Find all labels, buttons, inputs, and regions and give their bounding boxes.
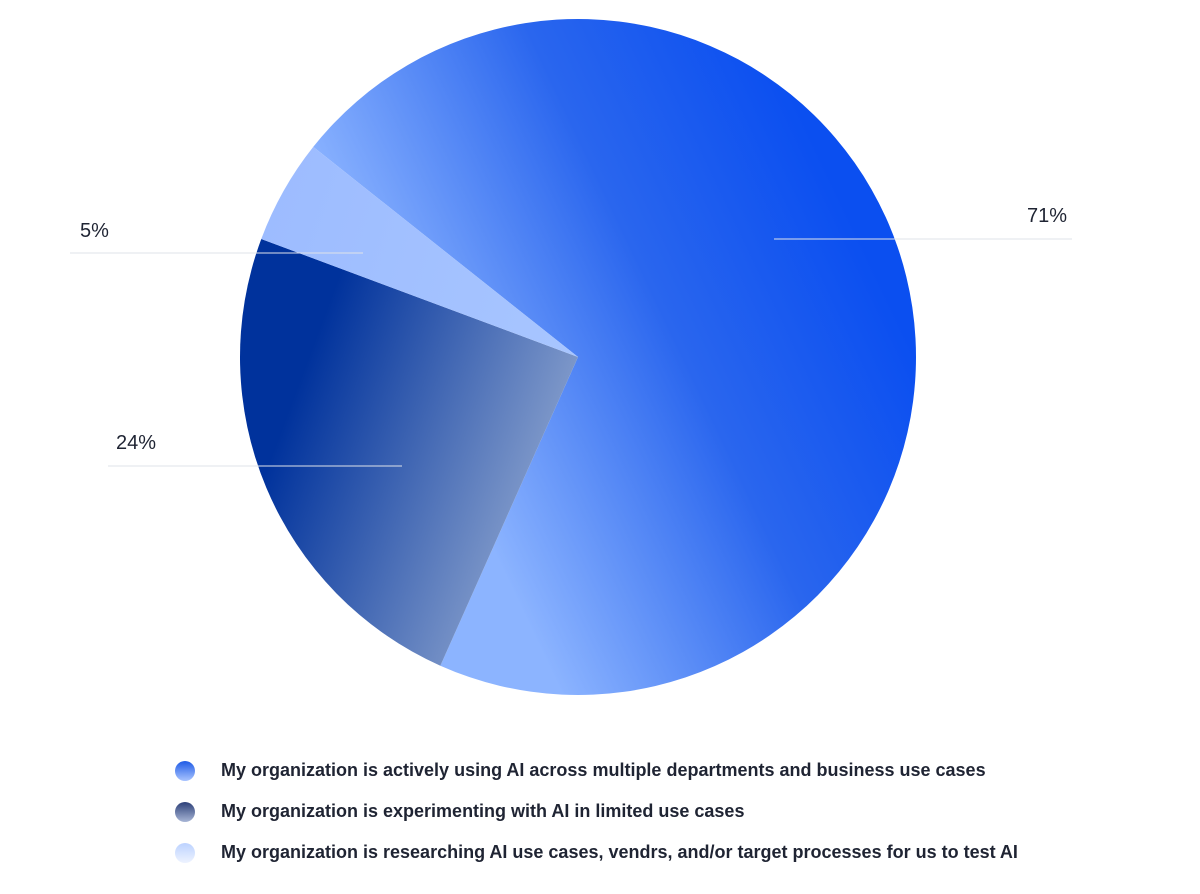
legend-item[interactable]: My organization is actively using AI acr… bbox=[175, 750, 1018, 791]
pie-chart: 71% 24% 5% bbox=[70, 18, 1072, 695]
slice-value-label-3: 5% bbox=[80, 220, 109, 242]
pie-slice-2[interactable] bbox=[239, 238, 578, 666]
legend-item[interactable]: My organization is experimenting with AI… bbox=[175, 791, 1018, 832]
slice-value-label-2: 24% bbox=[116, 432, 156, 454]
pie-slice-3[interactable] bbox=[261, 146, 578, 357]
slice-value-label-1: 71% bbox=[1027, 205, 1067, 227]
legend-label: My organization is researching AI use ca… bbox=[221, 842, 1018, 862]
legend-swatch-3 bbox=[175, 842, 195, 863]
legend-swatch-1 bbox=[175, 760, 195, 781]
legend: My organization is actively using AI acr… bbox=[175, 750, 1018, 873]
legend-label: My organization is experimenting with AI… bbox=[221, 801, 745, 821]
pie-slice-1[interactable] bbox=[313, 18, 917, 695]
legend-label: My organization is actively using AI acr… bbox=[221, 760, 986, 780]
legend-swatch-2 bbox=[175, 801, 195, 822]
legend-item[interactable]: My organization is researching AI use ca… bbox=[175, 832, 1018, 873]
